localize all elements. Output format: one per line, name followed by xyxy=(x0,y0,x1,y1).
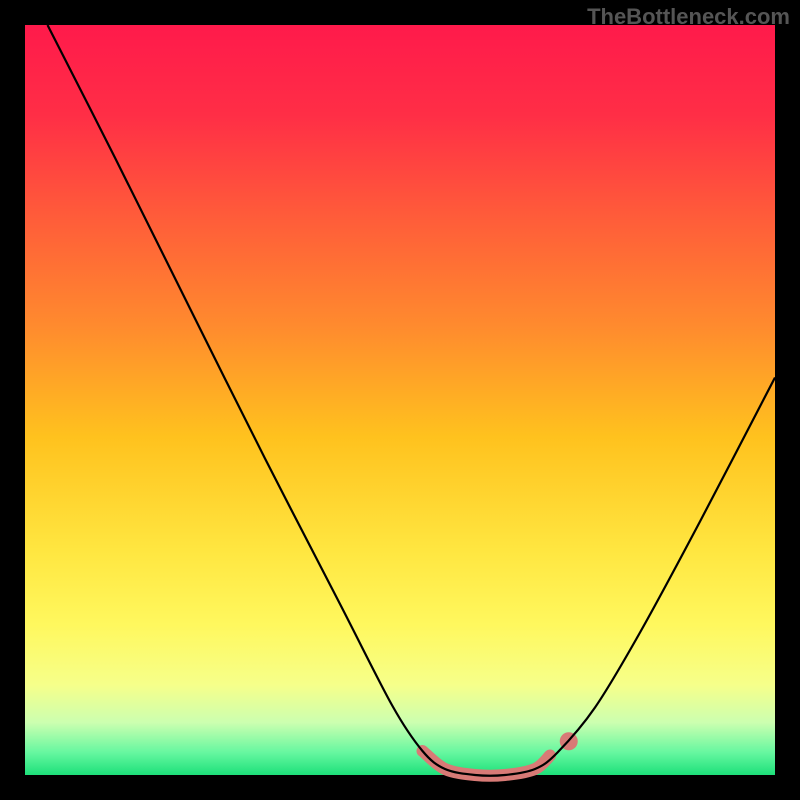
plot-background xyxy=(25,25,775,775)
chart-root: TheBottleneck.com xyxy=(0,0,800,800)
bottleneck-chart: TheBottleneck.com xyxy=(0,0,800,800)
watermark-text: TheBottleneck.com xyxy=(587,4,790,29)
